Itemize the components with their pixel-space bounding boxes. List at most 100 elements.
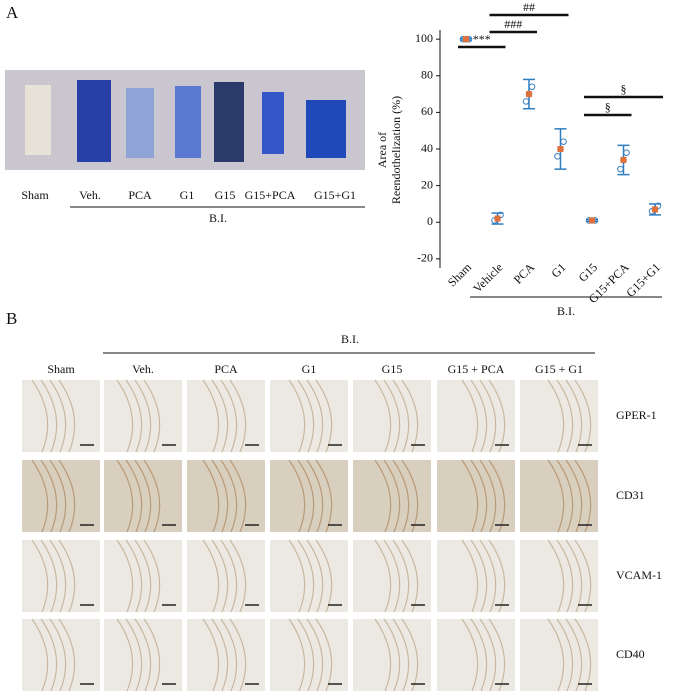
tissue-fiber: [547, 459, 565, 533]
tissue-fiber: [470, 379, 488, 453]
strip-label: G15+G1: [314, 188, 356, 202]
row-label: CD31: [616, 488, 645, 502]
tissue-fiber: [383, 459, 401, 533]
group-label: B.I.: [341, 332, 359, 346]
data-point: [528, 83, 536, 91]
micrograph: [520, 460, 598, 532]
tissue-fiber: [49, 379, 67, 453]
tissue-fiber: [40, 459, 58, 533]
mean-marker: [463, 36, 469, 43]
micrograph: [22, 460, 100, 532]
tissue-fiber: [547, 539, 565, 613]
tissue-fiber: [202, 539, 220, 613]
tissue-fiber: [40, 539, 58, 613]
row-label: VCAM-1: [616, 568, 662, 582]
tissue-fiber: [306, 379, 324, 453]
tissue-fiber: [288, 459, 306, 533]
group-label: B.I.: [557, 304, 575, 318]
tissue-fiber: [49, 459, 67, 533]
tissue-fiber: [134, 618, 152, 692]
data-point: [617, 165, 624, 173]
tissue-fiber: [392, 379, 410, 453]
mean-marker: [620, 156, 627, 163]
column-label: Veh.: [132, 362, 154, 376]
panel-label: A: [6, 3, 19, 22]
tissue-fiber: [116, 379, 134, 453]
tissue-fiber: [229, 539, 247, 613]
tissue-fiber: [31, 539, 49, 613]
tissue-fiber: [125, 379, 143, 453]
tissue-fiber: [547, 379, 565, 453]
micrograph: [353, 540, 431, 612]
tissue-fiber: [31, 618, 49, 692]
mean-marker: [557, 146, 564, 152]
tissue-fiber: [143, 539, 161, 613]
micrograph: [520, 619, 598, 691]
mean-marker: [652, 206, 658, 213]
x-tick-label: G15: [576, 260, 601, 285]
tissue-fiber: [143, 459, 161, 533]
micrograph: [520, 380, 598, 452]
tissue-fiber: [383, 618, 401, 692]
tissue-fiber: [479, 379, 497, 453]
column-label: G15: [382, 362, 403, 376]
vessel-strip: [25, 85, 51, 155]
column-label: G15 + G1: [535, 362, 583, 376]
tissue-fiber: [211, 379, 229, 453]
tissue-fiber: [143, 618, 161, 692]
micrograph: [353, 619, 431, 691]
tissue-fiber: [470, 539, 488, 613]
tissue-fiber: [116, 618, 134, 692]
tissue-fiber: [202, 618, 220, 692]
tissue-fiber: [49, 618, 67, 692]
tissue-fiber: [306, 459, 324, 533]
tissue-fiber: [58, 539, 76, 613]
y-tick-label: 20: [421, 177, 433, 191]
tissue-fiber: [229, 459, 247, 533]
significance-label: ***: [473, 32, 491, 46]
x-tick-label: Vehicle: [470, 260, 505, 295]
tissue-fiber: [392, 459, 410, 533]
tissue-fiber: [40, 379, 58, 453]
tissue-fiber: [58, 459, 76, 533]
tissue-fiber: [470, 459, 488, 533]
tissue-fiber: [220, 379, 238, 453]
tissue-fiber: [229, 618, 247, 692]
tissue-fiber: [461, 379, 479, 453]
tissue-fiber: [202, 459, 220, 533]
data-point: [560, 138, 567, 145]
column-label: Sham: [47, 362, 75, 376]
micrograph: [104, 540, 182, 612]
strip-label: G15+PCA: [245, 188, 296, 202]
tissue-fiber: [134, 459, 152, 533]
tissue-fiber: [134, 379, 152, 453]
strip-label: PCA: [128, 188, 152, 202]
micrograph: [22, 540, 100, 612]
tissue-fiber: [297, 618, 315, 692]
mean-marker: [494, 215, 501, 222]
strip-label: G1: [180, 188, 195, 202]
tissue-fiber: [392, 618, 410, 692]
tissue-fiber: [479, 618, 497, 692]
tissue-fiber: [374, 618, 392, 692]
tissue-fiber: [220, 618, 238, 692]
y-axis-label: Reendothelization (%): [389, 96, 403, 204]
micrograph: [520, 540, 598, 612]
mean-marker: [589, 217, 595, 224]
tissue-fiber: [461, 618, 479, 692]
y-tick-label: 80: [421, 68, 433, 82]
tissue-fiber: [297, 459, 315, 533]
tissue-fiber: [547, 618, 565, 692]
tissue-fiber: [125, 539, 143, 613]
vessel-strip: [175, 86, 201, 158]
tissue-fiber: [479, 539, 497, 613]
y-tick-label: 40: [421, 141, 433, 155]
micrograph: [353, 380, 431, 452]
micrograph: [270, 460, 348, 532]
micrograph: [270, 540, 348, 612]
tissue-fiber: [58, 379, 76, 453]
tissue-fiber: [143, 379, 161, 453]
micrograph: [104, 619, 182, 691]
tissue-fiber: [556, 379, 574, 453]
